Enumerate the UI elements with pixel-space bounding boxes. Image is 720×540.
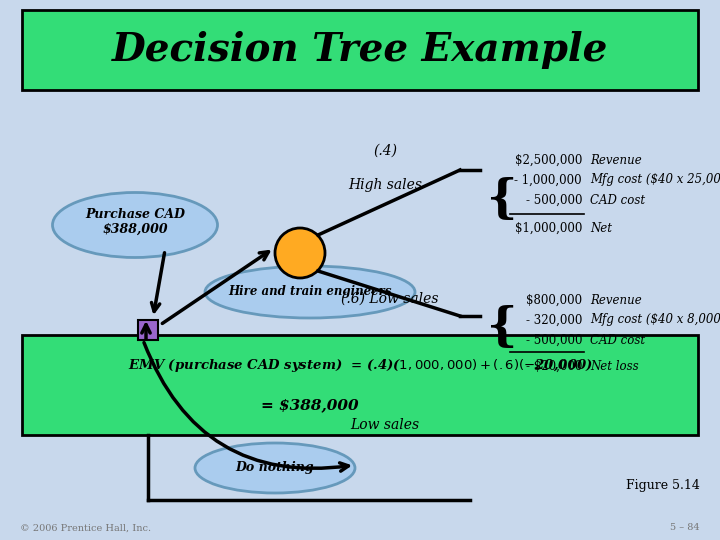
Text: EMV (purchase CAD system)  = (.4)($1,000,000) + (.6)(- $20,000): EMV (purchase CAD system) = (.4)($1,000,… xyxy=(127,356,593,374)
Text: Revenue: Revenue xyxy=(590,153,642,166)
Text: CAD cost: CAD cost xyxy=(590,334,645,347)
Text: (.6) Low sales: (.6) Low sales xyxy=(341,292,438,306)
Text: - 500,000: - 500,000 xyxy=(526,334,582,347)
Text: Do nothing: Do nothing xyxy=(235,462,315,475)
Ellipse shape xyxy=(53,192,217,258)
Text: CAD cost: CAD cost xyxy=(590,193,645,206)
Text: Purchase CAD
$388,000: Purchase CAD $388,000 xyxy=(85,208,185,236)
Text: $1,000,000: $1,000,000 xyxy=(515,221,582,234)
FancyBboxPatch shape xyxy=(22,10,698,90)
Text: (.4): (.4) xyxy=(373,144,397,158)
Text: Revenue: Revenue xyxy=(590,294,642,307)
Circle shape xyxy=(275,228,325,278)
Text: $2,500,000: $2,500,000 xyxy=(515,153,582,166)
Text: - $20,000: - $20,000 xyxy=(526,360,582,373)
Text: Net: Net xyxy=(590,221,612,234)
Text: = $388,000: = $388,000 xyxy=(261,398,359,412)
Text: Mfg cost ($40 x 25,000): Mfg cost ($40 x 25,000) xyxy=(590,173,720,186)
Text: High sales: High sales xyxy=(348,178,422,192)
Ellipse shape xyxy=(205,266,415,318)
FancyBboxPatch shape xyxy=(138,320,158,340)
Text: - 500,000: - 500,000 xyxy=(526,193,582,206)
Text: Decision Tree Example: Decision Tree Example xyxy=(112,31,608,69)
Text: Hire and train engineers: Hire and train engineers xyxy=(228,286,392,299)
Text: {: { xyxy=(487,305,518,351)
Text: {: { xyxy=(487,177,518,223)
FancyBboxPatch shape xyxy=(22,335,698,435)
Text: Low sales: Low sales xyxy=(351,418,420,432)
Text: $800,000: $800,000 xyxy=(526,294,582,307)
Text: © 2006 Prentice Hall, Inc.: © 2006 Prentice Hall, Inc. xyxy=(20,523,151,532)
Text: Net loss: Net loss xyxy=(590,360,639,373)
FancyArrowPatch shape xyxy=(144,342,348,471)
Text: - 1,000,000: - 1,000,000 xyxy=(514,173,582,186)
Text: Figure 5.14: Figure 5.14 xyxy=(626,478,700,491)
Text: 5 – 84: 5 – 84 xyxy=(670,523,700,532)
Ellipse shape xyxy=(195,443,355,493)
Text: - 320,000: - 320,000 xyxy=(526,314,582,327)
Text: Mfg cost ($40 x 8,000): Mfg cost ($40 x 8,000) xyxy=(590,314,720,327)
